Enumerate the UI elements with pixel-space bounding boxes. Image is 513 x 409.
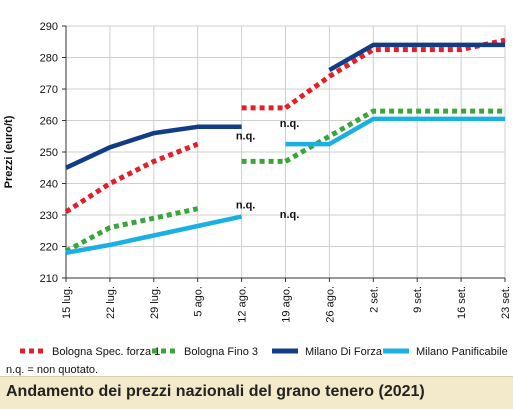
nq-annotation: n.q. (280, 118, 300, 130)
title-bar: Andamento dei prezzi nazionali del grano… (0, 376, 513, 409)
y-tick-label: 260 (40, 116, 58, 128)
legend-label: Bologna Spec. forza 1 (52, 346, 160, 358)
chart-series (64, 37, 506, 256)
series-line (328, 42, 505, 73)
y-tick-label: 290 (40, 21, 58, 33)
x-tick-label: 5 ago. (193, 286, 205, 317)
y-tick-label: 240 (40, 179, 58, 191)
y-tick-label: 230 (40, 210, 58, 222)
legend-label: Milano Panificabile (416, 346, 508, 358)
y-tick-label: 280 (40, 53, 58, 65)
x-tick-label: 23 set. (500, 286, 512, 319)
series-line (65, 124, 242, 170)
x-tick-label: 16 set. (456, 286, 468, 319)
series-line (64, 141, 199, 214)
x-tick-label: 2 set. (368, 286, 380, 313)
series-milano-di-forza (65, 42, 505, 170)
chart-annotations: n.q. n.q. n.q. n.q. (236, 118, 299, 221)
y-tick-label: 250 (40, 147, 58, 159)
y-axis-title: Prezzi (euro/t) (3, 115, 15, 188)
x-tick-label: 9 set. (412, 286, 424, 313)
x-axis-ticks: 15 lug. 22 lug. 29 lug. 5 ago. 12 ago. 19 ago… (61, 278, 512, 323)
price-chart: 210 220 230 240 250 260 270 280 290 15 lug. 22 lu… (3, 21, 512, 358)
series-bologna-spec-forza-1 (64, 37, 506, 214)
y-tick-label: 270 (40, 84, 58, 96)
y-axis-ticks: 210 220 230 240 250 260 270 280 290 (40, 21, 66, 285)
chart-legend: Bologna Spec. forza 1 Bologna Fino 3 Milan… (20, 346, 508, 358)
x-tick-label: 15 lug. (61, 286, 73, 319)
series-line (285, 116, 505, 147)
chart-grid (66, 25, 506, 278)
nq-annotation: n.q. (236, 130, 256, 142)
nq-annotation: n.q. (236, 200, 256, 212)
series-line (64, 206, 199, 254)
legend-label: Milano Di Forza (305, 346, 383, 358)
y-tick-label: 220 (40, 242, 58, 254)
x-tick-label: 19 ago. (281, 286, 293, 323)
series-line (284, 37, 506, 110)
x-tick-label: 12 ago. (237, 286, 249, 323)
series-line (65, 214, 243, 256)
x-tick-label: 26 ago. (324, 286, 336, 323)
footnote: n.q. = non quotato. (6, 364, 99, 376)
x-tick-label: 29 lug. (149, 286, 161, 319)
series-milano-panificabile (65, 116, 505, 256)
legend-label: Bologna Fino 3 (184, 346, 258, 358)
y-tick-label: 210 (40, 273, 58, 285)
series-bologna-fino-3 (64, 108, 505, 254)
x-tick-label: 22 lug. (105, 286, 117, 319)
nq-annotation: n.q. (280, 209, 300, 221)
chart-title: Andamento dei prezzi nazionali del grano… (6, 383, 425, 400)
